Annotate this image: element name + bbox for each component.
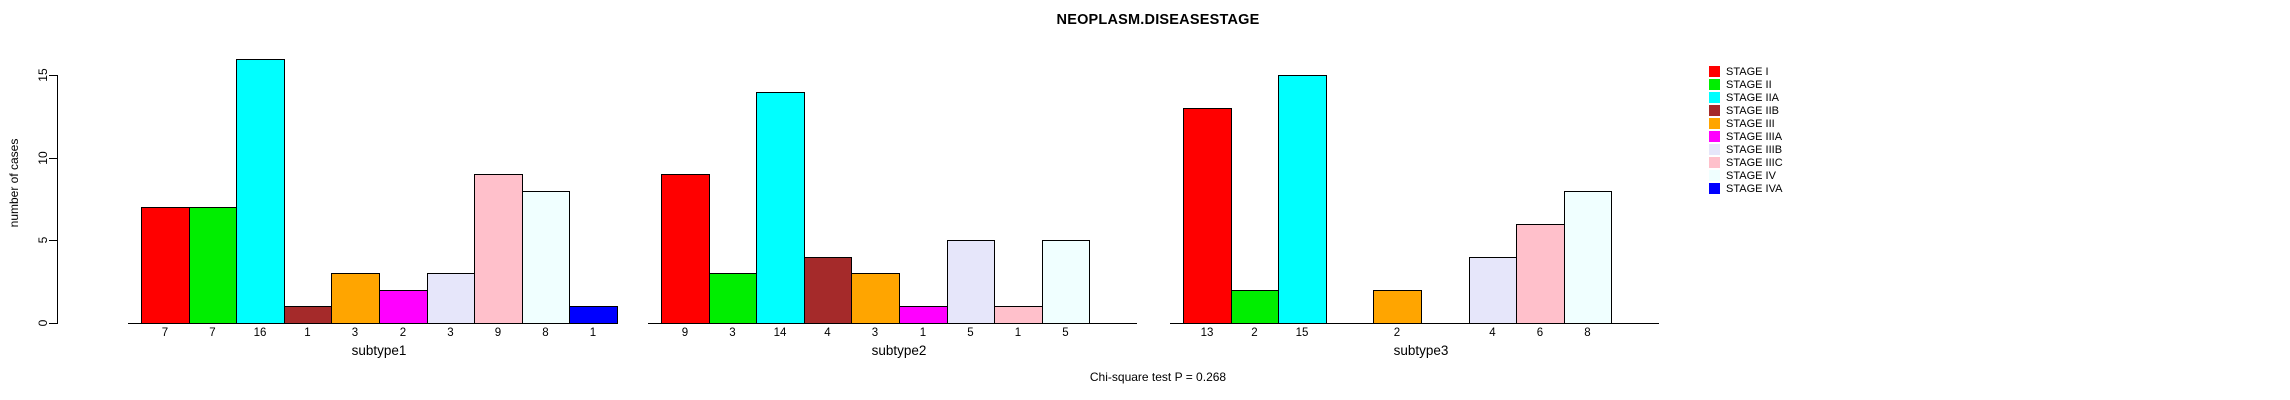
bar (189, 207, 237, 324)
bar-value-label: 4 (1489, 327, 1496, 339)
legend-swatch (1709, 92, 1720, 103)
bar-value-label: 3 (351, 327, 359, 339)
y-axis-tick-label: 10 (36, 151, 50, 165)
bar (569, 306, 618, 324)
bar-value-label: 3 (871, 327, 879, 339)
legend-label: STAGE IV (1726, 169, 1776, 182)
y-axis-tick (49, 158, 57, 159)
bar-value-label: 5 (967, 327, 974, 339)
bar-value-label: 2 (1251, 327, 1258, 339)
group-label: subtype1 (351, 343, 407, 358)
bar-value-label: 6 (1536, 327, 1544, 339)
chart-title: NEOPLASM.DISEASESTAGE (1056, 12, 1260, 28)
group-label: subtype3 (1393, 343, 1449, 358)
bar (756, 92, 805, 324)
bar-value-label: 9 (494, 327, 502, 339)
bar (1278, 75, 1327, 324)
bar (1042, 240, 1090, 324)
bar-value-label: 15 (1295, 327, 1309, 339)
y-axis-tick-label: 0 (36, 319, 50, 327)
bar-value-label: 4 (824, 327, 831, 339)
bar-value-label: 1 (304, 327, 311, 339)
bar-value-label: 7 (161, 327, 169, 339)
legend-label: STAGE IIIA (1726, 130, 1783, 143)
legend-label: STAGE IVA (1726, 182, 1783, 195)
bar-value-label: 2 (1393, 327, 1401, 339)
bar-value-label: 14 (773, 327, 787, 339)
y-axis-title: number of cases (7, 138, 21, 228)
bar-value-label: 8 (1584, 327, 1591, 339)
bar-value-label: 7 (209, 327, 216, 339)
bar (804, 257, 852, 324)
legend-swatch (1709, 170, 1720, 181)
legend-swatch (1709, 183, 1720, 194)
bar (379, 290, 428, 324)
legend-label: STAGE III (1726, 117, 1775, 130)
bar (284, 306, 332, 324)
y-axis-tick-label: 5 (36, 236, 50, 244)
legend-label: STAGE II (1726, 78, 1772, 91)
legend-label: STAGE IIIC (1726, 156, 1783, 169)
bar (141, 207, 190, 324)
bar-value-label: 1 (589, 327, 597, 339)
bar (709, 273, 757, 324)
y-axis-line (57, 75, 58, 324)
bar (1373, 290, 1422, 324)
chi-square-caption: Chi-square test P = 0.268 (1089, 370, 1227, 384)
bar-value-label: 16 (253, 327, 267, 339)
legend-swatch (1709, 66, 1720, 77)
legend-swatch (1709, 131, 1720, 142)
bar-value-label: 13 (1200, 327, 1214, 339)
bar-value-label: 2 (399, 327, 407, 339)
legend-label: STAGE IIA (1726, 91, 1779, 104)
y-axis-tick (49, 323, 57, 324)
bar (474, 174, 523, 324)
y-axis-tick (49, 240, 57, 241)
bar (1183, 108, 1232, 324)
bar-value-label: 3 (447, 327, 454, 339)
y-axis-tick (49, 75, 57, 76)
legend-label: STAGE IIB (1726, 104, 1779, 117)
bar (899, 306, 948, 324)
legend-label: STAGE I (1726, 65, 1769, 78)
bar-value-label: 1 (919, 327, 927, 339)
y-axis-tick-label: 15 (36, 68, 50, 82)
bar-value-label: 3 (729, 327, 736, 339)
legend-swatch (1709, 144, 1720, 155)
bar (947, 240, 995, 324)
group-label: subtype2 (871, 343, 927, 358)
bar (427, 273, 475, 324)
bar-value-label: 9 (681, 327, 689, 339)
bar (1231, 290, 1279, 324)
bar-value-label: 1 (1014, 327, 1022, 339)
legend-swatch (1709, 79, 1720, 90)
bar (1564, 191, 1612, 324)
bar (994, 306, 1043, 324)
bar-value-label: 5 (1062, 327, 1069, 339)
bar (236, 59, 285, 324)
legend-swatch (1709, 157, 1720, 168)
legend-label: STAGE IIIB (1726, 143, 1783, 156)
bar (851, 273, 900, 324)
bar (522, 191, 570, 324)
bar (331, 273, 380, 324)
bar (1516, 224, 1565, 324)
legend-swatch (1709, 118, 1720, 129)
bar (1469, 257, 1517, 324)
bar-value-label: 8 (542, 327, 549, 339)
bar (661, 174, 710, 324)
legend-swatch (1709, 105, 1720, 116)
